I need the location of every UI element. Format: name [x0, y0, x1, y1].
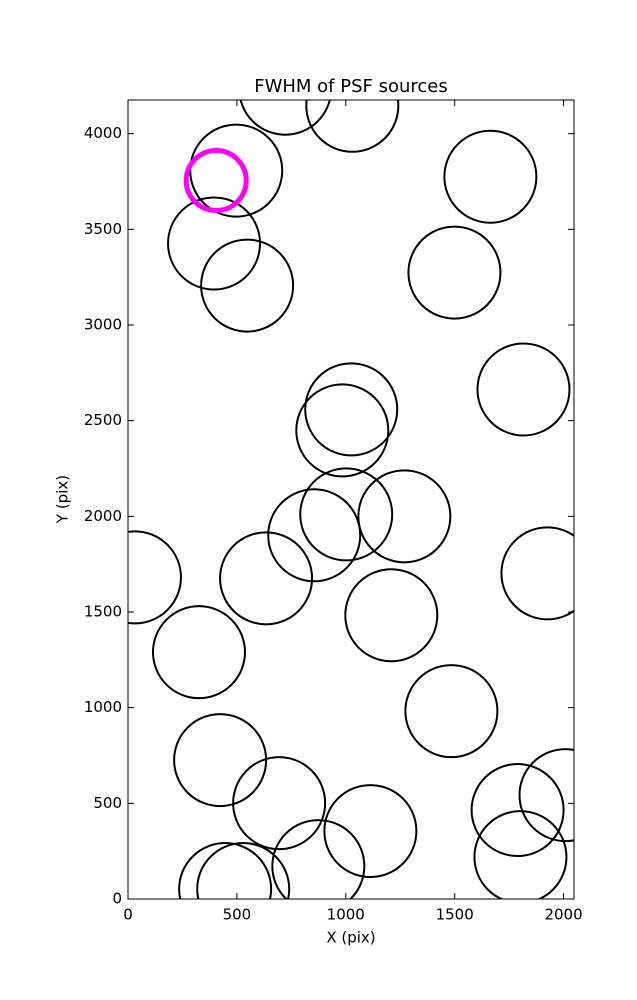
marker [443, 129, 538, 224]
marker [267, 488, 362, 583]
y-tick-label: 2000 [84, 507, 122, 525]
marker [299, 467, 394, 562]
x-tick-label: 1500 [436, 906, 474, 924]
x-tick-label: 0 [123, 906, 133, 924]
x-tick-label: 2000 [544, 906, 582, 924]
marker [196, 842, 291, 899]
y-tick-label: 1000 [84, 698, 122, 716]
plot-area [128, 100, 574, 899]
marker [151, 605, 246, 700]
marker [404, 664, 499, 759]
x-tick-label: 1000 [327, 906, 365, 924]
marker [239, 100, 331, 136]
marker [173, 713, 268, 808]
marker [128, 530, 182, 625]
chart-title: FWHM of PSF sources [254, 76, 448, 97]
marker [407, 225, 502, 320]
marker [167, 196, 262, 291]
y-tick-label: 4000 [84, 124, 122, 142]
marker [178, 842, 273, 899]
marker [200, 238, 295, 333]
marker [305, 100, 400, 153]
marker [323, 784, 418, 879]
marker [344, 568, 439, 663]
marker [232, 756, 327, 851]
marker [304, 362, 399, 457]
marker [470, 763, 565, 858]
marker [518, 748, 574, 843]
y-tick-label: 500 [93, 794, 122, 812]
marker [271, 819, 366, 899]
y-tick-label: 3000 [84, 316, 122, 334]
y-tick-label: 3500 [84, 220, 122, 238]
marker [357, 469, 452, 564]
highlight-marker [183, 148, 249, 214]
y-axis-label: Y (pix) [54, 475, 72, 524]
marker [295, 383, 390, 478]
plot-frame [127, 99, 575, 900]
x-axis-label: X (pix) [326, 929, 375, 947]
marker [476, 342, 571, 437]
marker [500, 526, 574, 621]
marker [219, 531, 314, 626]
x-tick-label: 500 [223, 906, 252, 924]
y-tick-label: 0 [112, 890, 122, 908]
y-tick-label: 2500 [84, 411, 122, 429]
marker [473, 810, 568, 899]
y-tick-label: 1500 [84, 603, 122, 621]
